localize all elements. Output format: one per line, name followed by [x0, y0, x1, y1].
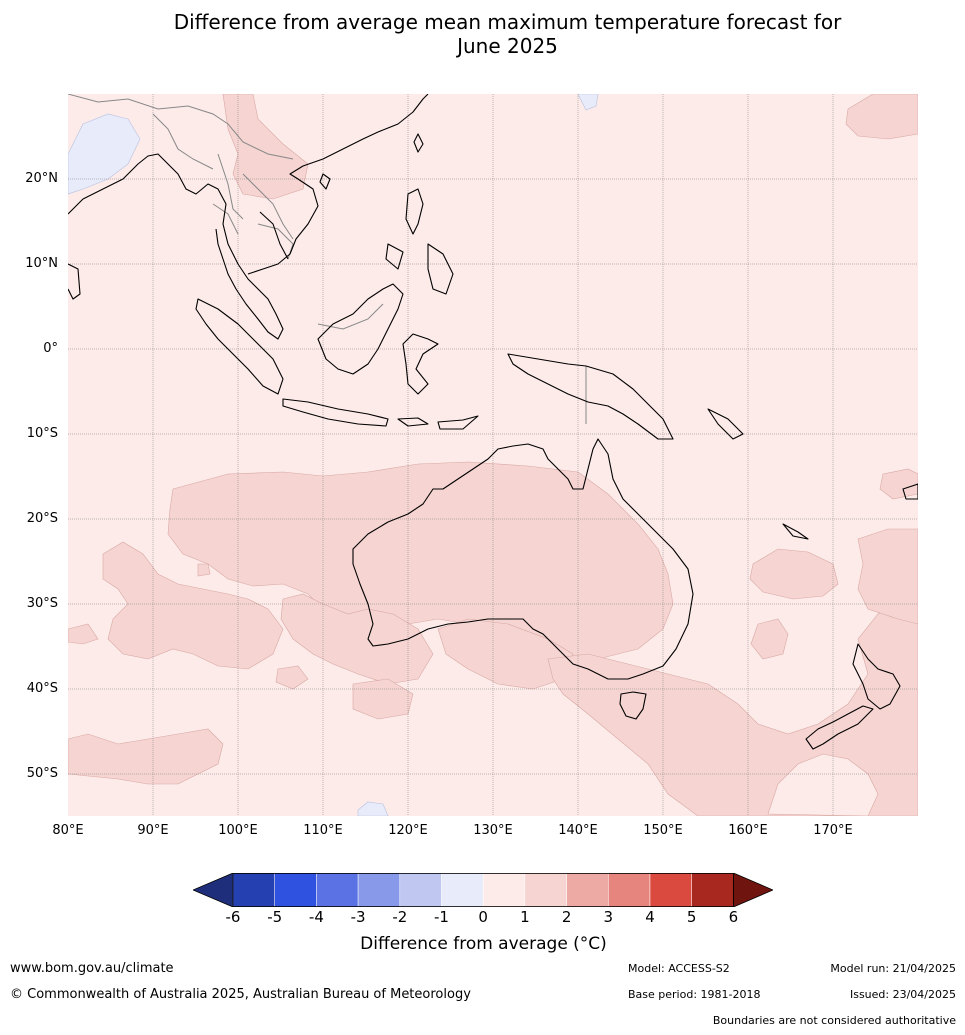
colorbar-cell	[524, 873, 567, 907]
colorbar-tick-label: 0	[478, 908, 488, 926]
colorbar-cell	[608, 873, 651, 907]
issued-date: Issued: 23/04/2025	[849, 988, 956, 1001]
lon-label-140e: 140°E	[558, 823, 598, 838]
colorbar-tick-label: -1	[434, 908, 449, 926]
lat-label-20s: 20°S	[26, 511, 58, 526]
colorbar-cells	[193, 873, 773, 907]
colorbar-tick-label: 1	[520, 908, 530, 926]
colorbar-tick-label: -2	[392, 908, 408, 926]
colorbar-extend-low	[193, 873, 234, 907]
lon-label-170e: 170°E	[813, 823, 853, 838]
lat-label-30s: 30°S	[26, 596, 58, 611]
forecast-map	[68, 94, 918, 816]
colorbar-tick-label: 5	[686, 908, 697, 926]
colorbar	[193, 873, 773, 907]
colorbar-tick-label: 6	[728, 908, 739, 926]
lon-label-90e: 90°E	[137, 823, 169, 838]
colorbar-label: Difference from average (°C)	[360, 934, 607, 954]
colorbar-cell	[316, 873, 359, 907]
colorbar-tick-label: 4	[645, 908, 655, 926]
colorbar-tick-label: 3	[603, 908, 614, 926]
colorbar-cell	[482, 873, 526, 907]
country-borders	[68, 94, 587, 424]
colorbar-cell	[441, 873, 484, 907]
colorbar-cell	[566, 873, 609, 907]
lat-label-20n: 20°N	[25, 171, 58, 186]
colorbar-cell	[649, 873, 692, 907]
lon-label-160e: 160°E	[728, 823, 768, 838]
disclaimer: Boundaries are not considered authoritat…	[712, 1014, 956, 1027]
colorbar-extend-high	[733, 873, 773, 907]
colorbar-tick-label: -5	[267, 908, 283, 926]
colorbar-cell	[691, 873, 734, 907]
title-line-1: Difference from average mean maximum tem…	[173, 10, 842, 34]
colorbar-tick-label: -3	[350, 908, 366, 926]
lat-label-10n: 10°N	[25, 256, 58, 271]
map-svg	[68, 94, 918, 816]
graticule	[68, 94, 918, 816]
lon-label-120e: 120°E	[388, 823, 428, 838]
coastlines	[68, 94, 918, 750]
colorbar-tick-label: -6	[225, 908, 241, 926]
lon-label-100e: 100°E	[218, 823, 258, 838]
colorbar-outline	[232, 873, 734, 907]
lat-label-0: 0°	[43, 341, 58, 356]
base-period: Base period: 1981-2018	[628, 988, 761, 1001]
colorbar-cell	[399, 873, 442, 907]
colorbar-cell	[274, 873, 317, 907]
colorbar-cell	[357, 873, 401, 907]
map-title: Difference from average mean maximum tem…	[0, 10, 965, 58]
cool-anomaly-regions	[68, 94, 599, 816]
lat-label-50s: 50°S	[26, 766, 58, 781]
title-line-2: June 2025	[457, 34, 558, 58]
colorbar-cell	[232, 873, 275, 907]
lon-label-150e: 150°E	[643, 823, 683, 838]
warm-anomaly-regions	[68, 94, 918, 816]
model-name: Model: ACCESS-S2	[628, 962, 730, 975]
website-link[interactable]: www.bom.gov.au/climate	[10, 961, 174, 976]
lat-label-40s: 40°S	[26, 681, 58, 696]
colorbar-tick-label: -4	[308, 908, 324, 926]
colorbar-tick-label: 2	[561, 908, 572, 926]
lon-label-130e: 130°E	[473, 823, 513, 838]
lat-label-10s: 10°S	[26, 426, 58, 441]
lon-label-110e: 110°E	[303, 823, 343, 838]
model-run: Model run: 21/04/2025	[830, 962, 956, 975]
copyright-text: © Commonwealth of Australia 2025, Austra…	[10, 987, 471, 1002]
lon-label-80e: 80°E	[52, 823, 84, 838]
